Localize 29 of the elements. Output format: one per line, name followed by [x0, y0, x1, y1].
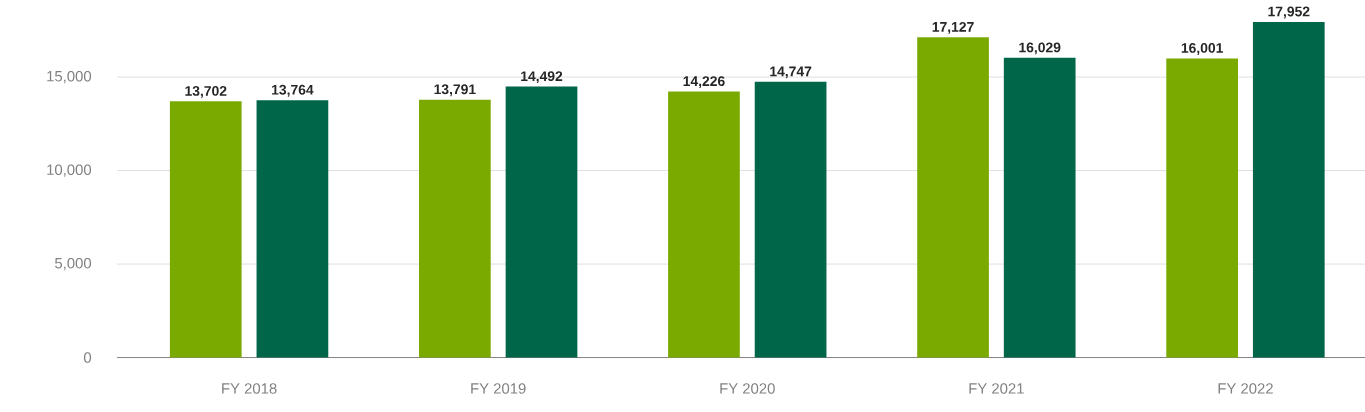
- y-tick-label: 15,000: [47, 70, 92, 84]
- bar: [169, 101, 242, 358]
- bar: [1252, 21, 1325, 358]
- bar: [419, 99, 491, 358]
- data-label: 16,029: [1019, 42, 1061, 55]
- x-tick-label: FY 2022: [1218, 383, 1273, 394]
- bar: [668, 91, 740, 358]
- data-label: 14,492: [521, 71, 563, 83]
- data-label: 17,952: [1268, 6, 1310, 19]
- y-tick-label: 5,000: [55, 257, 92, 271]
- bar: [505, 86, 578, 358]
- y-tick-label: 10,000: [47, 164, 92, 177]
- bar: [1166, 58, 1238, 358]
- bar: [256, 100, 329, 358]
- x-tick-label: FY 2018: [222, 383, 277, 394]
- x-tick-label: FY 2020: [720, 383, 775, 394]
- data-label: 14,226: [683, 76, 725, 88]
- data-label: 16,001: [1181, 42, 1223, 55]
- data-label: 13,702: [185, 85, 227, 98]
- x-tick-label: FY 2021: [969, 383, 1024, 394]
- y-tick-label: 0: [83, 352, 92, 363]
- bar: [1003, 57, 1076, 358]
- data-label: 17,127: [932, 21, 974, 34]
- bar: [754, 81, 827, 358]
- bar: [917, 37, 989, 358]
- data-label: 13,791: [434, 84, 476, 97]
- data-label: 13,764: [272, 84, 314, 97]
- data-label: 14,747: [770, 66, 812, 79]
- x-tick-label: FY 2019: [471, 383, 526, 394]
